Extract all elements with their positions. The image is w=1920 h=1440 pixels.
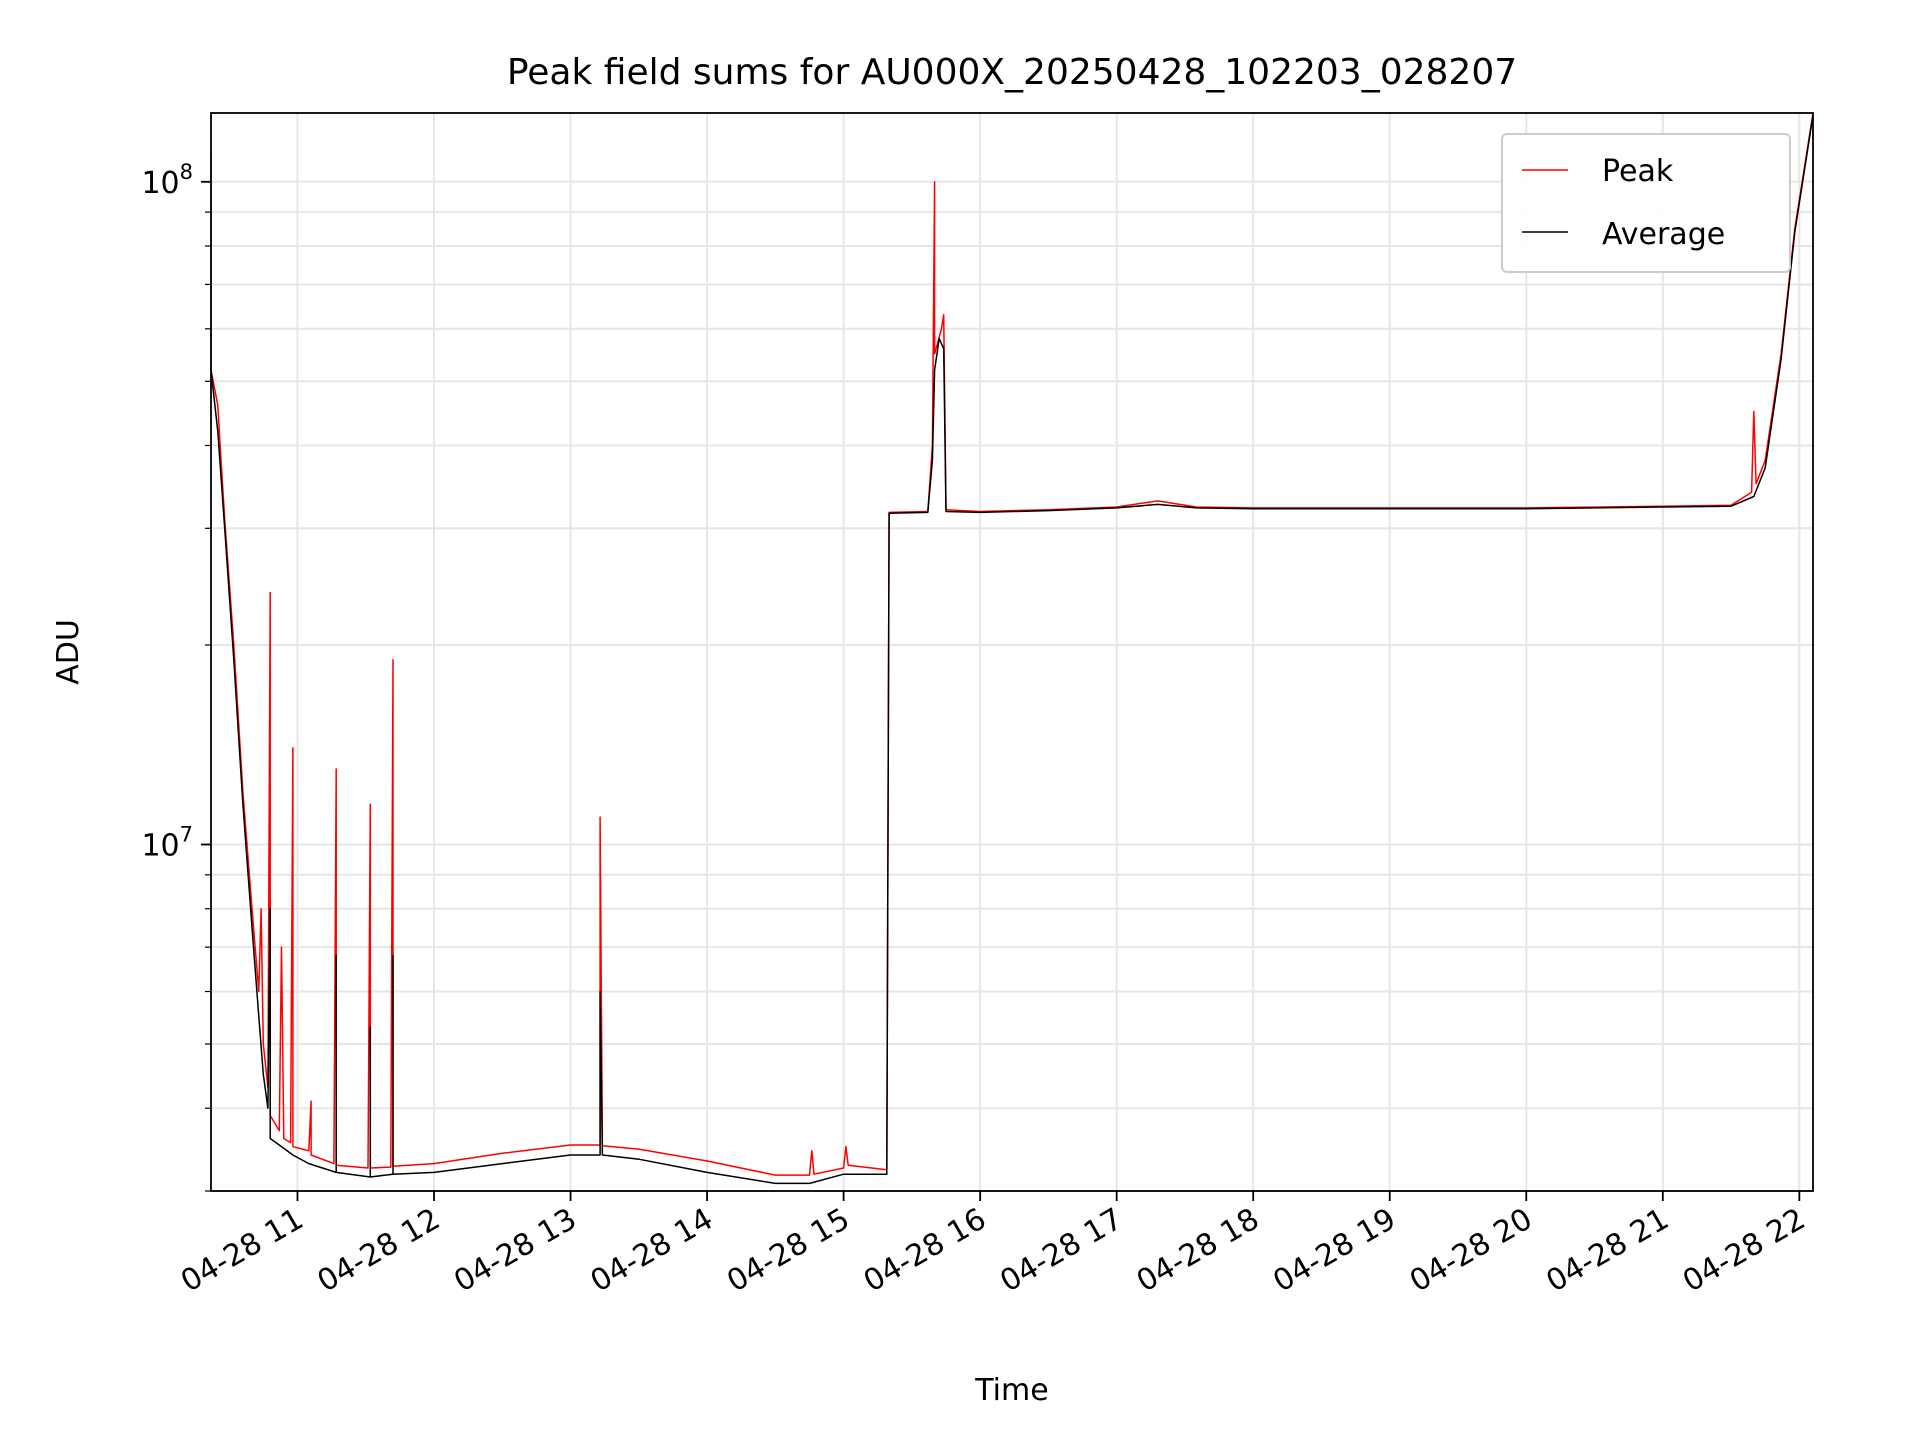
x-axis-label: Time xyxy=(974,1373,1048,1408)
series-line-average xyxy=(211,115,1813,1185)
plot-frame xyxy=(210,112,1814,1192)
gridlines xyxy=(211,113,1813,1192)
legend: Peak Average xyxy=(1501,133,1791,273)
legend-label-average: Average xyxy=(1602,217,1725,252)
y-tick-label-base: 10 xyxy=(141,166,179,201)
y-tick-label: 107 xyxy=(141,822,193,863)
y-tick-label-exponent: 7 xyxy=(180,822,193,846)
series-line-peak xyxy=(211,113,1813,1176)
legend-label-peak: Peak xyxy=(1602,154,1674,189)
y-axis-label: ADU xyxy=(51,619,86,685)
y-tick-label-base: 10 xyxy=(141,828,179,863)
chart-title: Peak field sums for AU000X_20250428_1022… xyxy=(507,52,1517,93)
y-tick-label: 108 xyxy=(141,160,193,201)
series-layer xyxy=(211,113,1813,1185)
legend-box xyxy=(1501,133,1791,273)
y-tick-label-exponent: 8 xyxy=(180,160,193,184)
plot-area xyxy=(211,113,1813,1185)
